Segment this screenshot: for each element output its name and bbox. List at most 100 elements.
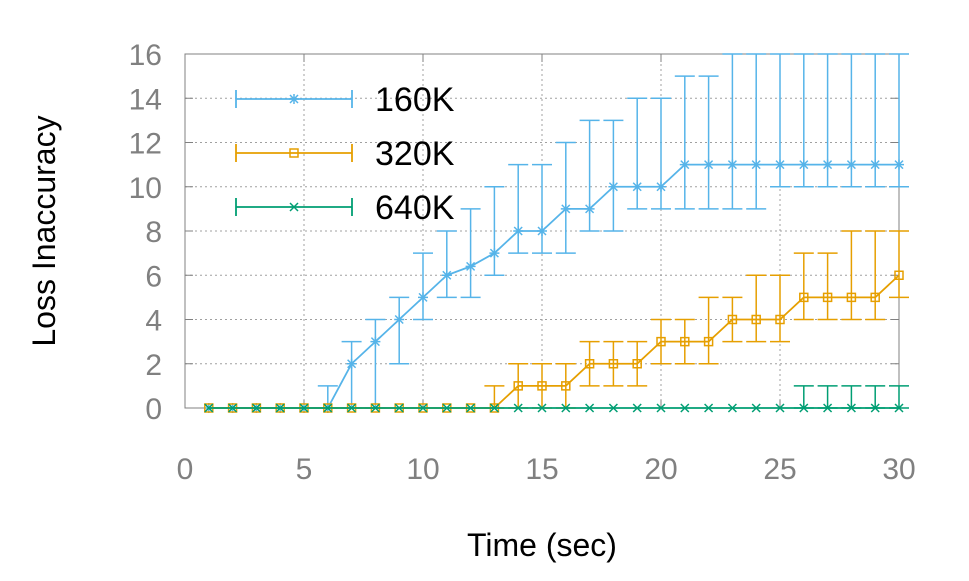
data-point (441, 270, 452, 281)
data-point (513, 403, 523, 413)
marker-stroke (585, 403, 595, 413)
markers-640K (204, 403, 904, 413)
data-point (347, 403, 357, 413)
data-point (289, 202, 299, 212)
data-point (584, 203, 595, 214)
data-point (418, 403, 428, 413)
marker-stroke (846, 403, 856, 413)
x-tick-label: 20 (644, 453, 677, 486)
x-tick-label: 10 (406, 453, 439, 486)
series (203, 53, 909, 413)
y-tick-label: 10 (129, 172, 162, 205)
data-point (727, 159, 738, 170)
marker-stroke (751, 403, 761, 413)
series-line-160K (208, 163, 899, 409)
marker-stroke (775, 403, 785, 413)
marker-stroke (823, 403, 833, 413)
x-tick-label: 30 (882, 453, 915, 486)
data-point (251, 403, 261, 413)
series-line-320K (208, 274, 900, 409)
data-point (870, 403, 880, 413)
data-point (751, 314, 761, 325)
data-point (513, 381, 523, 391)
error-bars-640K (793, 385, 909, 409)
marker-stroke (608, 403, 618, 413)
data-point (608, 403, 618, 413)
data-point (204, 403, 214, 413)
x-axis-ticks: 0 5 10 15 20 25 30 (177, 54, 916, 486)
data-point (442, 403, 452, 413)
marker-stroke (251, 403, 261, 413)
data-point (228, 403, 238, 413)
data-point (870, 159, 881, 170)
marker-stroke (204, 403, 214, 413)
y-tick-label: 14 (129, 83, 162, 116)
data-point (632, 181, 643, 192)
data-point (846, 292, 857, 303)
y-tick-label: 0 (145, 393, 162, 426)
marker-stroke (323, 403, 333, 413)
marker-stroke (799, 403, 809, 413)
data-point (823, 403, 833, 413)
markers-320K (204, 270, 904, 413)
data-point (703, 159, 714, 170)
data-point (632, 403, 642, 413)
data-point (608, 181, 619, 192)
data-point (323, 403, 333, 413)
series-160K (203, 53, 909, 413)
data-point (584, 359, 595, 369)
data-point (585, 403, 595, 413)
data-point (751, 403, 761, 413)
data-point (537, 403, 547, 413)
x-tick-label: 15 (525, 453, 558, 486)
data-point (656, 336, 666, 347)
marker-stroke (370, 403, 380, 413)
y-tick-label: 2 (145, 349, 162, 382)
marker-stroke (727, 403, 737, 413)
legend-label: 160K (375, 81, 455, 119)
marker-stroke (418, 403, 428, 413)
marker-stroke (289, 202, 299, 212)
data-point (608, 359, 619, 369)
data-point (894, 403, 904, 413)
marker-stroke (275, 403, 285, 413)
x-tick-label: 5 (296, 453, 313, 486)
x-tick-label: 25 (763, 453, 796, 486)
legend-label: 640K (375, 189, 455, 227)
data-point (299, 403, 309, 413)
data-point (418, 292, 428, 303)
data-point (370, 403, 380, 413)
data-point (703, 336, 714, 347)
marker-stroke (394, 403, 404, 413)
data-point (370, 336, 381, 347)
marker-stroke (894, 403, 904, 413)
marker-stroke (347, 403, 357, 413)
data-point (822, 292, 833, 303)
data-point (680, 403, 690, 413)
legend: 160K 320K 640K (235, 81, 455, 227)
data-point (775, 314, 785, 325)
y-tick-label: 4 (145, 305, 162, 338)
marker-stroke (561, 403, 571, 413)
data-point (537, 381, 547, 391)
legend-label: 320K (375, 135, 455, 173)
data-point (489, 248, 500, 259)
series-320K (204, 230, 909, 413)
data-point (727, 314, 738, 325)
marker-stroke (228, 403, 238, 413)
legend-entry: 160K (235, 81, 455, 119)
marker-stroke (466, 403, 476, 413)
y-axis-ticks: 0 2 4 6 8 10 12 14 16 (129, 39, 899, 426)
data-point (289, 94, 299, 104)
marker-stroke (656, 403, 666, 413)
data-point (727, 403, 737, 413)
data-point (894, 270, 904, 280)
x-axis-label: Time (sec) (467, 527, 617, 563)
marker-stroke (513, 403, 523, 413)
x-tick-label: 0 (177, 453, 194, 486)
data-point (561, 403, 571, 413)
y-tick-label: 8 (145, 216, 162, 249)
data-point (394, 314, 405, 325)
marker-stroke (442, 403, 452, 413)
